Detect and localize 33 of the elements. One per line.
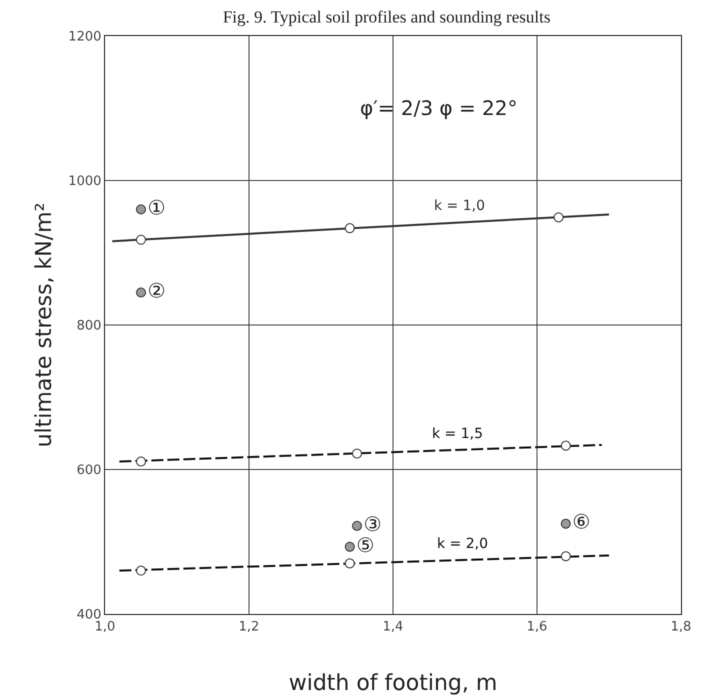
point [352, 520, 362, 531]
point [136, 287, 146, 298]
y-tick-label: 1000 [68, 174, 102, 190]
x-axis-title: width of footing, m [288, 671, 498, 696]
point [554, 212, 564, 222]
point [560, 551, 571, 562]
y-tick-label: 1200 [68, 30, 102, 45]
data-label: ① [148, 195, 166, 220]
point [344, 542, 355, 552]
series-label: k = 1,5 [432, 426, 484, 442]
series-label: k = 2,0 [437, 536, 488, 552]
point [560, 440, 571, 451]
y-tick-label: 800 [76, 318, 102, 334]
data-label: ② [148, 278, 166, 302]
point [352, 448, 362, 459]
annotation: φ′= 2/3 φ = 22° [360, 96, 518, 120]
y-axis-title: ultimate stress, kN/m² [32, 202, 57, 448]
x-tick-label: 1,8 [670, 620, 692, 635]
y-tick-label: 600 [76, 463, 102, 478]
point [560, 518, 571, 529]
point [136, 566, 146, 576]
x-tick-label: 1,2 [238, 620, 260, 635]
point [136, 456, 146, 467]
point [136, 234, 146, 245]
point [344, 558, 355, 568]
x-tick-label: 1,6 [526, 620, 548, 635]
point [344, 223, 355, 234]
series-label: k = 1,0 [434, 198, 486, 214]
x-tick-label: 1,4 [382, 620, 404, 635]
data-label: ⑥ [572, 510, 590, 534]
chart-title: Fig. 9. Typical soil profiles and sounding results [222, 7, 550, 26]
x-tick-label: 1,0 [94, 620, 116, 635]
point [136, 204, 146, 214]
